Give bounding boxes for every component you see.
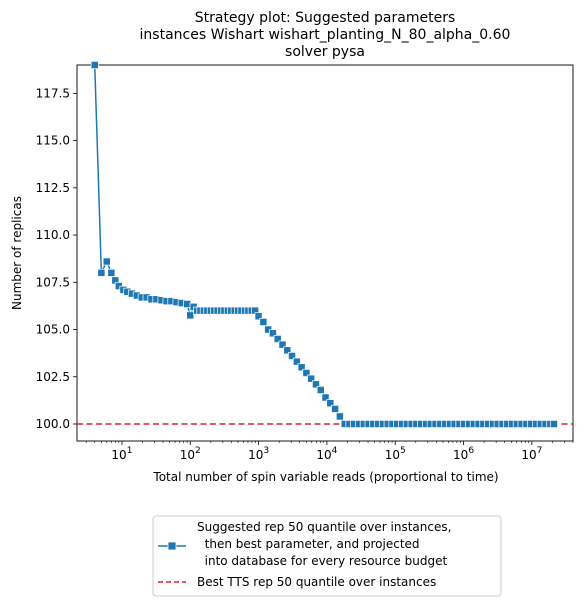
chart-title-line-2: instances Wishart wishart_planting_N_80_… bbox=[140, 27, 511, 43]
data-point bbox=[292, 357, 301, 366]
plot-area bbox=[76, 64, 574, 442]
y-tick-label: 100.0 bbox=[36, 417, 70, 431]
data-point bbox=[326, 399, 335, 408]
data-point bbox=[254, 312, 263, 321]
data-point bbox=[549, 420, 558, 428]
chart-title-line-3: solver pysa bbox=[285, 44, 365, 60]
data-point bbox=[312, 380, 320, 389]
y-axis: 100.0 102.5 105.0 107.5 110.0 112.5 115.0 117.5 bbox=[36, 86, 77, 431]
y-tick-label: 112.5 bbox=[36, 181, 70, 195]
data-point bbox=[90, 61, 99, 69]
legend: Suggested rep 50 quantile over instances… bbox=[152, 515, 502, 597]
chart-title-line-1: Strategy plot: Suggested parameters bbox=[195, 10, 456, 26]
x-tick-label: 107 bbox=[521, 446, 542, 462]
data-point bbox=[259, 318, 268, 326]
legend-label-reference: Best TTS rep 50 quantile over instances bbox=[197, 575, 436, 589]
legend-box bbox=[152, 515, 502, 597]
data-point bbox=[102, 257, 111, 266]
data-point bbox=[321, 393, 330, 402]
y-tick-label: 115.0 bbox=[36, 134, 70, 148]
data-point bbox=[316, 386, 325, 394]
y-tick-label: 105.0 bbox=[36, 323, 70, 337]
data-point bbox=[278, 340, 287, 349]
x-tick-label: 103 bbox=[248, 446, 269, 462]
series-lines bbox=[93, 64, 554, 425]
y-tick-label: 107.5 bbox=[36, 275, 70, 289]
x-tick-label: 105 bbox=[385, 446, 406, 462]
series-markers bbox=[90, 61, 558, 428]
data-point bbox=[297, 363, 306, 372]
data-point bbox=[183, 300, 192, 308]
data-point bbox=[307, 374, 316, 383]
legend-swatch-series-marker bbox=[167, 541, 177, 551]
x-tick-label: 106 bbox=[453, 446, 474, 462]
x-tick-label: 102 bbox=[180, 446, 201, 462]
x-tick-label: 101 bbox=[111, 446, 132, 462]
data-point bbox=[268, 329, 277, 338]
data-point bbox=[335, 412, 344, 421]
data-point bbox=[186, 311, 195, 320]
data-point bbox=[288, 352, 297, 360]
y-axis-label: Number of replicas bbox=[10, 196, 24, 310]
legend-label-series-line-3: into database for every resource budget bbox=[197, 554, 447, 568]
legend-entry-reference: Best TTS rep 50 quantile over instances bbox=[158, 575, 436, 589]
data-point bbox=[107, 268, 116, 277]
data-point bbox=[302, 369, 311, 377]
x-axis-label: Total number of spin variable reads (pro… bbox=[152, 470, 498, 484]
legend-entry-series: Suggested rep 50 quantile over instances… bbox=[158, 520, 451, 568]
data-point bbox=[273, 335, 282, 343]
x-axis: 101 102 103 104 105 106 107 bbox=[85, 441, 574, 462]
data-point bbox=[283, 346, 292, 355]
chart-title: Strategy plot: Suggested parameters inst… bbox=[140, 10, 511, 60]
data-point bbox=[331, 404, 340, 413]
series-line bbox=[93, 64, 554, 425]
y-tick-label: 102.5 bbox=[36, 370, 70, 384]
y-tick-label: 110.0 bbox=[36, 228, 70, 242]
legend-label-series-line-1: Suggested rep 50 quantile over instances… bbox=[197, 520, 451, 534]
data-point bbox=[97, 268, 106, 277]
legend-label-series-line-2: then best parameter, and projected bbox=[197, 537, 420, 551]
y-tick-label: 117.5 bbox=[36, 86, 70, 100]
x-tick-label: 104 bbox=[316, 446, 337, 462]
